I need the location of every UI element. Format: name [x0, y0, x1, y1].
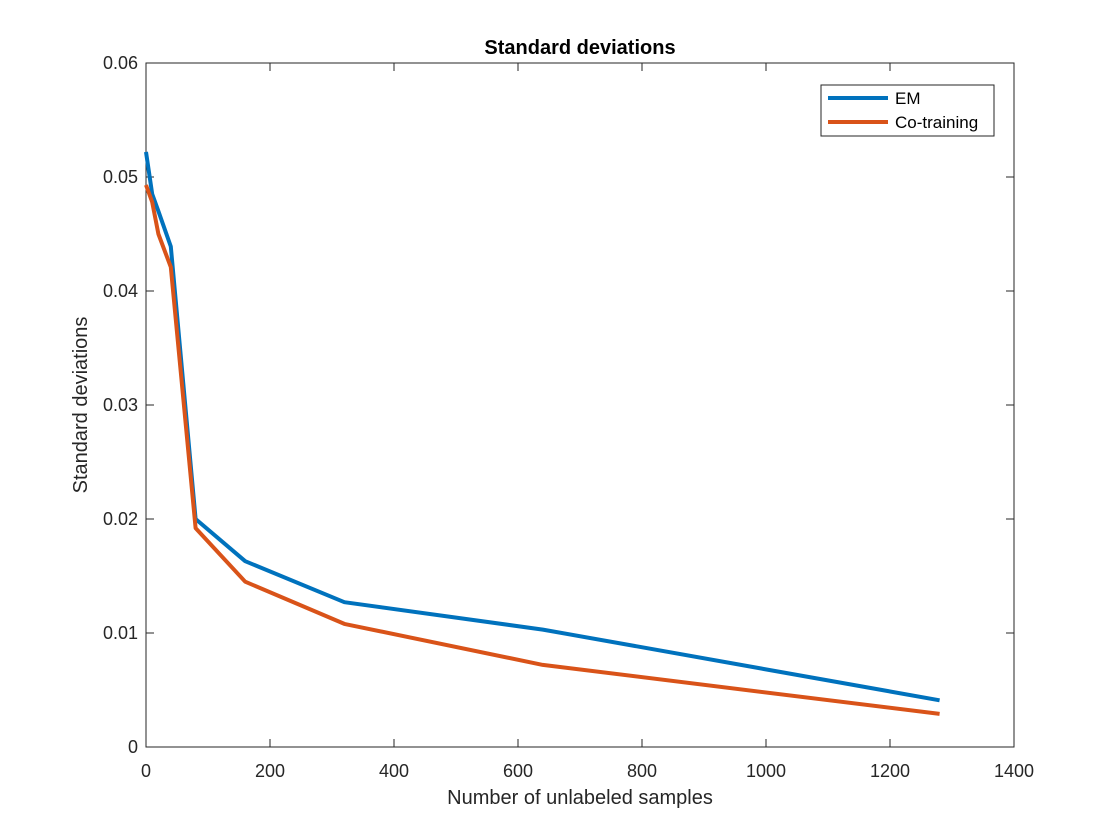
x-tick-label: 200 [255, 761, 285, 781]
y-tick-label: 0.05 [103, 167, 138, 187]
x-tick-label: 1200 [870, 761, 910, 781]
x-tick-label: 1400 [994, 761, 1034, 781]
legend-box [820, 84, 995, 137]
chart-title: Standard deviations [484, 37, 675, 59]
legend-label-co-training: Co-training [895, 113, 978, 132]
y-tick-label: 0.02 [103, 509, 138, 529]
y-tick-label: 0 [128, 737, 138, 757]
y-axis-ticks: 0 0.01 0.02 0.03 0.04 0.05 0.06 [103, 53, 1014, 757]
x-tick-label: 400 [379, 761, 409, 781]
y-tick-label: 0.06 [103, 53, 138, 73]
x-axis-label: Number of unlabeled samples [447, 787, 713, 809]
y-axis-label: Standard deviations [70, 317, 92, 494]
x-tick-label: 0 [141, 761, 151, 781]
x-tick-label: 800 [627, 761, 657, 781]
legend-label-em: EM [895, 89, 921, 108]
x-tick-label: 1000 [746, 761, 786, 781]
plot-area [145, 62, 1015, 748]
x-axis-ticks: 0 200 400 600 800 1000 1200 1400 [141, 63, 1034, 781]
series-line-co-training [144, 184, 940, 716]
series-layer [144, 151, 940, 716]
y-tick-label: 0.04 [103, 281, 138, 301]
y-tick-label: 0.03 [103, 395, 138, 415]
x-tick-label: 600 [503, 761, 533, 781]
y-tick-label: 0.01 [103, 623, 138, 643]
legend: EM Co-training [820, 84, 995, 137]
